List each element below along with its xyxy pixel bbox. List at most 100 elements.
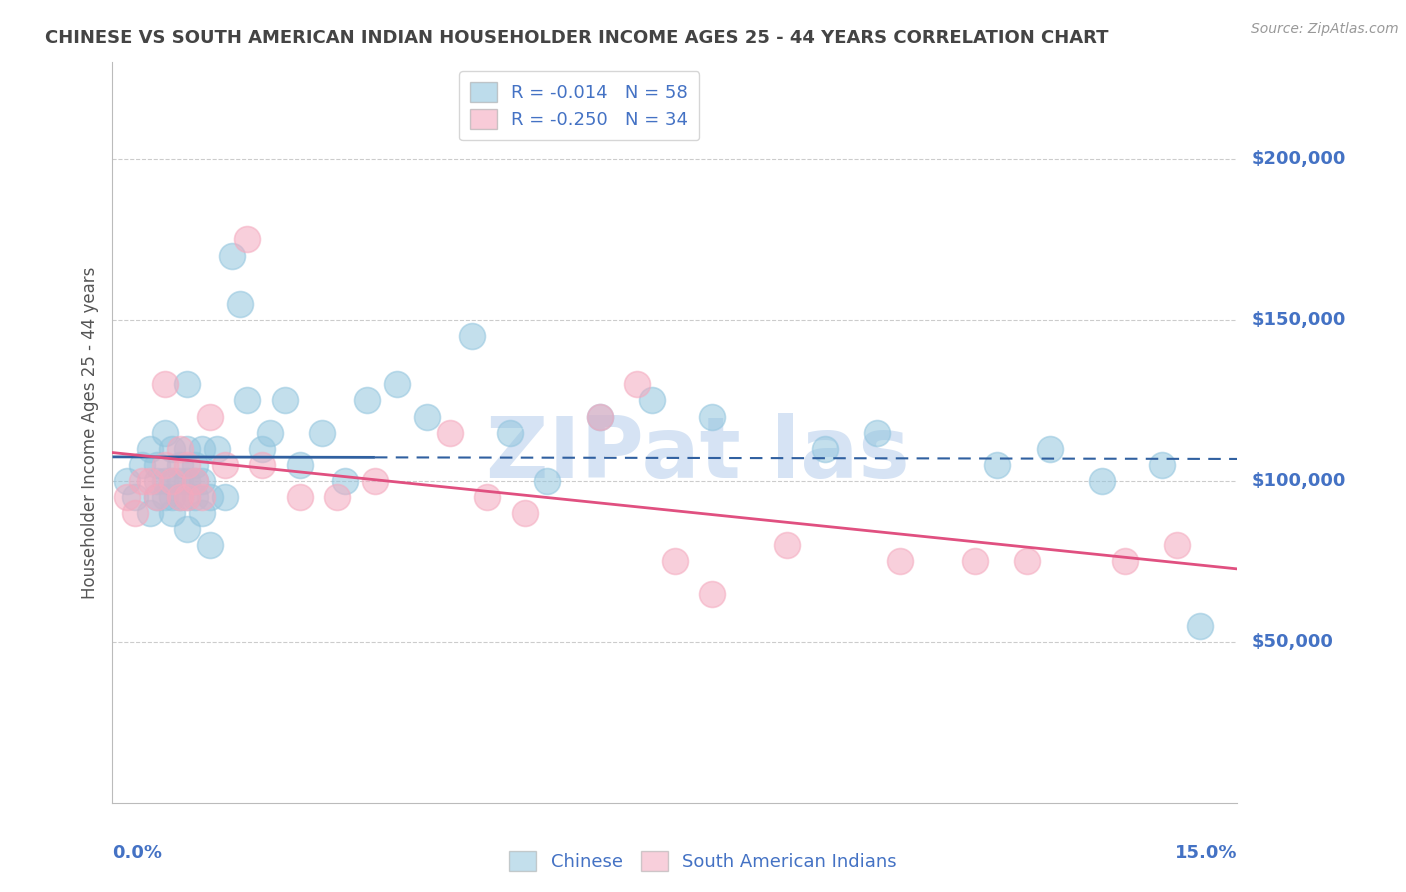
Point bbox=[288, 458, 311, 472]
Point bbox=[626, 377, 648, 392]
Legend: R = -0.014   N = 58, R = -0.250   N = 34: R = -0.014 N = 58, R = -0.250 N = 34 bbox=[458, 71, 699, 140]
Point bbox=[162, 442, 184, 456]
Point bbox=[176, 474, 198, 488]
Point bbox=[1039, 442, 1062, 456]
Point bbox=[252, 442, 274, 456]
Point bbox=[589, 409, 612, 424]
Point bbox=[963, 554, 986, 568]
Point bbox=[326, 490, 349, 504]
Point bbox=[191, 490, 214, 504]
Point bbox=[387, 377, 409, 392]
Point bbox=[1091, 474, 1114, 488]
Point bbox=[214, 490, 236, 504]
Point bbox=[702, 586, 724, 600]
Point bbox=[146, 458, 169, 472]
Point bbox=[153, 474, 176, 488]
Point bbox=[184, 474, 207, 488]
Point bbox=[176, 377, 198, 392]
Point bbox=[169, 442, 191, 456]
Point bbox=[139, 474, 162, 488]
Point bbox=[184, 490, 207, 504]
Point bbox=[416, 409, 439, 424]
Point bbox=[153, 377, 176, 392]
Point bbox=[191, 506, 214, 520]
Point bbox=[169, 490, 191, 504]
Point bbox=[198, 409, 221, 424]
Text: ZIPat las: ZIPat las bbox=[485, 413, 910, 496]
Point bbox=[191, 442, 214, 456]
Point bbox=[477, 490, 499, 504]
Point bbox=[288, 490, 311, 504]
Point bbox=[153, 425, 176, 440]
Point bbox=[236, 232, 259, 246]
Point bbox=[499, 425, 522, 440]
Point bbox=[139, 506, 162, 520]
Point bbox=[191, 474, 214, 488]
Point bbox=[364, 474, 387, 488]
Point bbox=[236, 393, 259, 408]
Point bbox=[259, 425, 281, 440]
Point bbox=[176, 442, 198, 456]
Point bbox=[356, 393, 378, 408]
Point bbox=[461, 329, 484, 343]
Point bbox=[198, 490, 221, 504]
Y-axis label: Householder Income Ages 25 - 44 years: Householder Income Ages 25 - 44 years bbox=[80, 267, 98, 599]
Point bbox=[153, 458, 176, 472]
Point bbox=[176, 490, 198, 504]
Point bbox=[117, 474, 139, 488]
Point bbox=[176, 490, 198, 504]
Text: 0.0%: 0.0% bbox=[112, 844, 163, 862]
Point bbox=[1166, 538, 1188, 552]
Point bbox=[153, 490, 176, 504]
Point bbox=[131, 474, 153, 488]
Point bbox=[184, 458, 207, 472]
Point bbox=[117, 490, 139, 504]
Text: Source: ZipAtlas.com: Source: ZipAtlas.com bbox=[1251, 22, 1399, 37]
Legend: Chinese, South American Indians: Chinese, South American Indians bbox=[502, 844, 904, 879]
Text: $100,000: $100,000 bbox=[1251, 472, 1346, 490]
Point bbox=[162, 490, 184, 504]
Point bbox=[229, 297, 252, 311]
Text: CHINESE VS SOUTH AMERICAN INDIAN HOUSEHOLDER INCOME AGES 25 - 44 YEARS CORRELATI: CHINESE VS SOUTH AMERICAN INDIAN HOUSEHO… bbox=[45, 29, 1108, 47]
Text: $200,000: $200,000 bbox=[1251, 150, 1346, 168]
Point bbox=[439, 425, 461, 440]
Point bbox=[146, 474, 169, 488]
Point bbox=[207, 442, 229, 456]
Point bbox=[146, 490, 169, 504]
Point bbox=[274, 393, 297, 408]
Point bbox=[1114, 554, 1136, 568]
Point bbox=[1017, 554, 1039, 568]
Point bbox=[814, 442, 837, 456]
Point bbox=[176, 458, 198, 472]
Point bbox=[664, 554, 686, 568]
Point bbox=[198, 538, 221, 552]
Point bbox=[169, 474, 191, 488]
Point bbox=[124, 506, 146, 520]
Point bbox=[169, 458, 191, 472]
Point bbox=[889, 554, 911, 568]
Text: $50,000: $50,000 bbox=[1251, 632, 1333, 651]
Point bbox=[124, 490, 146, 504]
Point bbox=[776, 538, 799, 552]
Point bbox=[986, 458, 1008, 472]
Point bbox=[536, 474, 558, 488]
Point bbox=[589, 409, 612, 424]
Point bbox=[169, 490, 191, 504]
Point bbox=[176, 522, 198, 536]
Point bbox=[1152, 458, 1174, 472]
Text: 15.0%: 15.0% bbox=[1175, 844, 1237, 862]
Text: $150,000: $150,000 bbox=[1251, 311, 1346, 329]
Point bbox=[131, 458, 153, 472]
Point bbox=[641, 393, 664, 408]
Point bbox=[702, 409, 724, 424]
Point bbox=[162, 474, 184, 488]
Point bbox=[214, 458, 236, 472]
Point bbox=[162, 506, 184, 520]
Point bbox=[146, 490, 169, 504]
Point bbox=[252, 458, 274, 472]
Point bbox=[333, 474, 356, 488]
Point bbox=[162, 474, 184, 488]
Point bbox=[866, 425, 889, 440]
Point bbox=[139, 442, 162, 456]
Point bbox=[311, 425, 333, 440]
